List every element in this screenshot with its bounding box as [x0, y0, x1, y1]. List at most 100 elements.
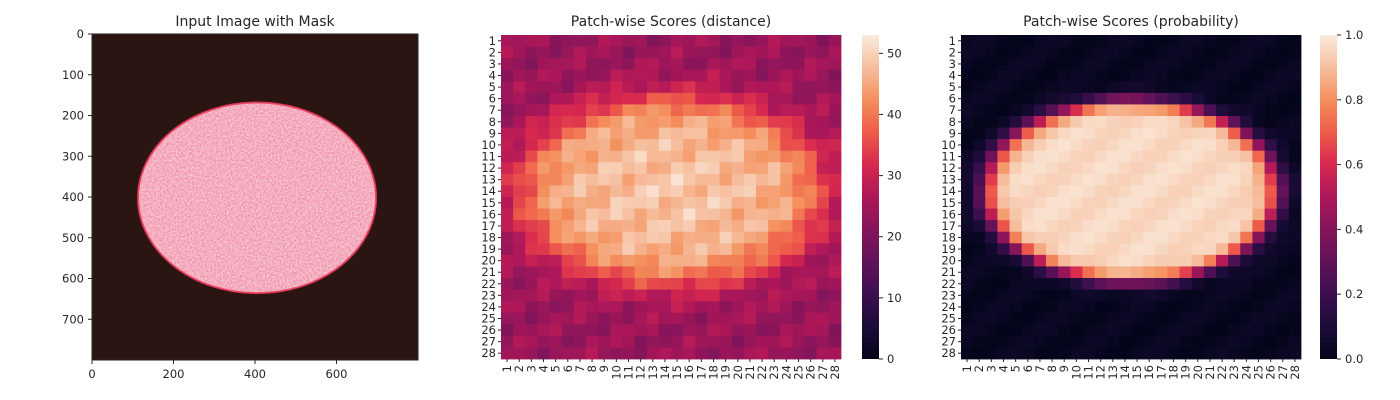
distance-heatmap-cell: [658, 324, 672, 337]
distance-heatmap-cell: [780, 278, 793, 290]
distance-heatmap-cell: [622, 266, 635, 279]
distance-heatmap-col-label: 9: [597, 365, 611, 372]
probability-heatmap-cell: [1228, 197, 1241, 209]
probability-heatmap-cell: [1009, 347, 1023, 360]
probability-heatmap-cell: [1082, 289, 1095, 302]
distance-heatmap-cell: [610, 116, 623, 128]
probability-heatmap-cell: [1203, 324, 1217, 337]
probability-heatmap-cell: [1264, 197, 1278, 209]
distance-heatmap-cell: [646, 92, 660, 105]
distance-heatmap-row-label: 9: [489, 126, 496, 140]
probability-heatmap-cell: [1252, 81, 1265, 94]
probability-heatmap-cell: [997, 278, 1010, 290]
probability-heatmap-cell: [1167, 185, 1180, 198]
probability-heatmap-cell: [1155, 46, 1168, 59]
probability-heatmap-cell: [1058, 92, 1071, 105]
probability-heatmap-cell: [1228, 116, 1241, 128]
distance-heatmap-cell: [561, 150, 575, 163]
probability-heatmap-cell: [1082, 69, 1095, 82]
distance-heatmap-cell: [695, 231, 708, 244]
image-y-tick-label: 500: [62, 231, 84, 245]
distance-heatmap-cell: [537, 69, 550, 82]
probability-heatmap-cell: [1058, 150, 1071, 163]
distance-heatmap-cell: [537, 173, 550, 186]
distance-heatmap-cell: [586, 46, 599, 59]
distance-heatmap-cell: [707, 208, 720, 221]
probability-heatmap-cell: [1058, 347, 1071, 360]
probability-heatmap-cell: [1143, 69, 1156, 82]
distance-heatmap-cell: [695, 81, 708, 94]
distance-heatmap-cell: [646, 139, 660, 152]
distance-heatmap-cell: [731, 312, 745, 325]
distance-heatmap-cell: [804, 301, 818, 314]
distance-heatmap-cell: [610, 58, 623, 71]
distance-heatmap-cell: [634, 278, 648, 290]
distance-heatmap-cell: [658, 254, 672, 267]
probability-heatmap-cell: [1058, 104, 1071, 117]
probability-heatmap-cell: [1179, 301, 1193, 314]
distance-heatmap-cell: [828, 116, 842, 128]
probability-heatmap-cell: [1203, 254, 1217, 267]
distance-heatmap-cell: [549, 150, 563, 163]
probability-heatmap-cell: [1094, 324, 1108, 337]
distance-heatmap-colorbar-tick-label: 50: [887, 46, 902, 60]
distance-heatmap-cell: [743, 231, 757, 244]
distance-heatmap-cell: [622, 335, 635, 348]
distance-heatmap-cell: [501, 185, 514, 198]
distance-heatmap-cell: [501, 289, 514, 302]
probability-heatmap-cell: [1021, 278, 1035, 290]
distance-heatmap-cell: [634, 104, 648, 117]
probability-heatmap-cell: [1276, 46, 1290, 59]
distance-heatmap-cell: [622, 347, 635, 360]
probability-heatmap-cell: [1070, 312, 1083, 325]
probability-heatmap-cell: [973, 92, 986, 105]
probability-heatmap-cell: [997, 35, 1010, 47]
probability-heatmap-cell: [1094, 162, 1108, 175]
probability-heatmap-cell: [1118, 139, 1132, 152]
probability-heatmap-cell: [1082, 104, 1095, 117]
probability-heatmap-cell: [1228, 278, 1241, 290]
distance-heatmap-cell: [561, 208, 575, 221]
image-y-tick-label: 400: [62, 190, 84, 204]
probability-heatmap-cell: [1058, 162, 1071, 175]
distance-heatmap-cell: [634, 231, 648, 244]
distance-heatmap-cell: [622, 139, 635, 152]
distance-heatmap-cell: [719, 116, 733, 128]
distance-heatmap-cell: [573, 35, 587, 47]
distance-heatmap-cell: [525, 243, 538, 256]
distance-heatmap-cell: [549, 231, 563, 244]
probability-heatmap-cell: [1252, 324, 1265, 337]
probability-heatmap-cell: [1058, 69, 1071, 82]
distance-heatmap-cell: [513, 127, 526, 140]
distance-heatmap-cell: [610, 69, 623, 82]
probability-heatmap-cell: [1228, 162, 1241, 175]
probability-heatmap-cell: [1203, 185, 1217, 198]
probability-heatmap-cell: [1118, 197, 1132, 209]
distance-heatmap-cell: [671, 35, 684, 47]
probability-heatmap-cell: [1058, 173, 1071, 186]
distance-heatmap-cell: [804, 335, 818, 348]
probability-heatmap-cell: [1203, 231, 1217, 244]
probability-heatmap-cell: [1033, 162, 1047, 175]
distance-heatmap-cell: [828, 220, 842, 233]
distance-heatmap-cell: [804, 162, 818, 175]
probability-heatmap-cell: [1276, 116, 1290, 128]
probability-heatmap-cell: [1046, 208, 1059, 221]
distance-heatmap-cell: [513, 266, 526, 279]
probability-heatmap-cell: [1046, 278, 1059, 290]
probability-heatmap-cell: [1118, 92, 1132, 105]
distance-heatmap-cell: [573, 69, 587, 82]
probability-heatmap-cell: [1143, 185, 1156, 198]
distance-heatmap-cell: [622, 150, 635, 163]
distance-heatmap-row-label: 1: [489, 34, 496, 48]
probability-heatmap-cell: [1070, 208, 1083, 221]
distance-heatmap-cell: [695, 335, 708, 348]
distance-heatmap-row-label: 11: [481, 150, 496, 164]
probability-heatmap-cell: [1009, 92, 1023, 105]
probability-heatmap-cell: [985, 150, 998, 163]
probability-heatmap-row-label: 5: [949, 80, 956, 94]
probability-heatmap-cell: [1009, 243, 1023, 256]
probability-heatmap-row-label: 8: [949, 115, 956, 129]
distance-heatmap-cell: [537, 92, 550, 105]
